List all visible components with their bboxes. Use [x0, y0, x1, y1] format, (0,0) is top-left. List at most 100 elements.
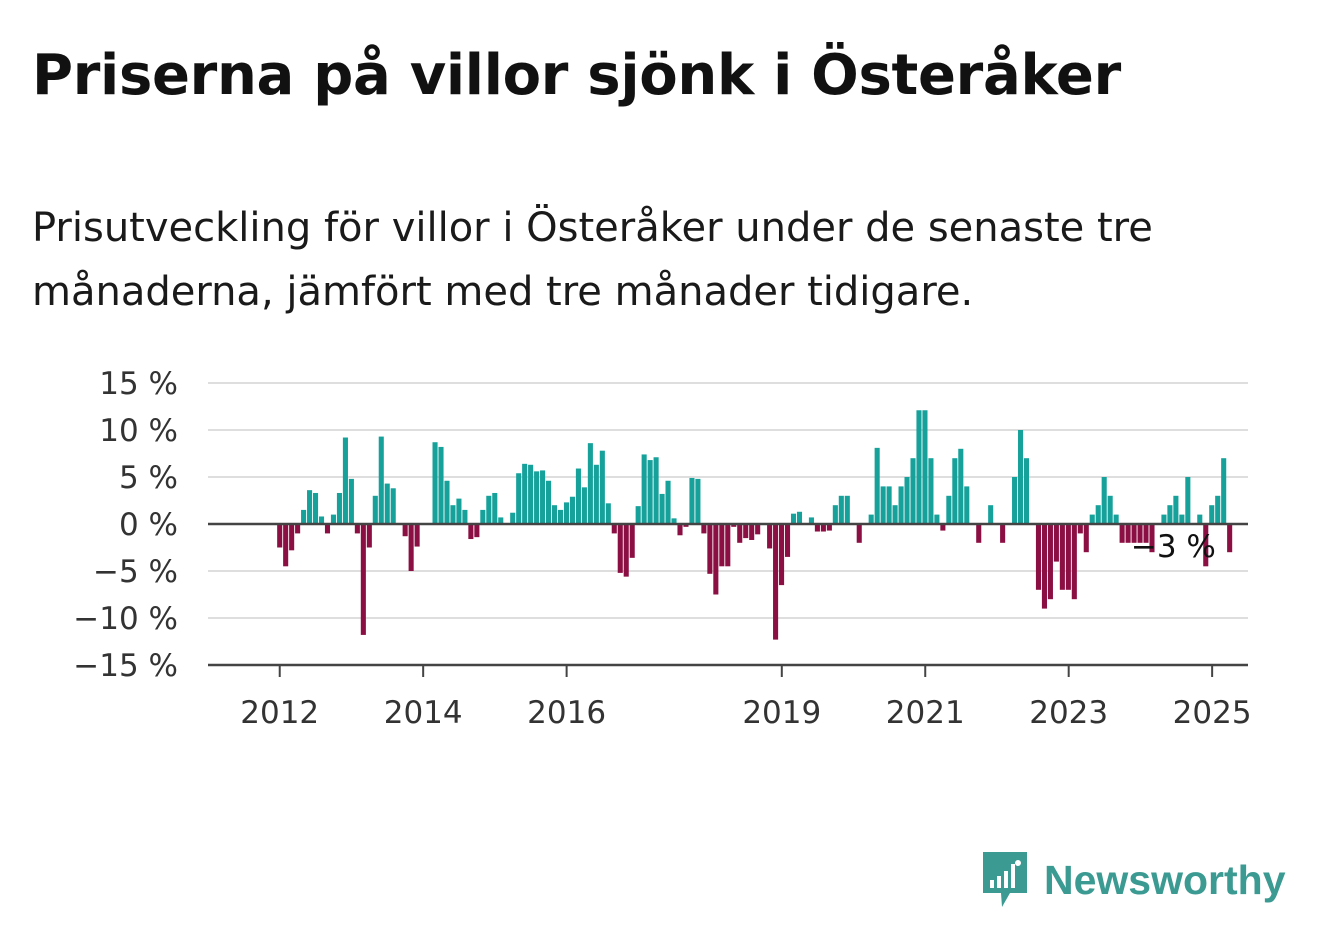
bar — [313, 492, 319, 524]
y-tick-label: 15 % — [99, 366, 178, 402]
bar — [725, 524, 731, 567]
bar — [868, 514, 874, 524]
bar — [952, 458, 958, 524]
bar — [856, 524, 862, 543]
bar — [1047, 524, 1053, 600]
bar-series — [277, 410, 1233, 640]
bar — [874, 447, 880, 524]
chart-title: Priserna på villor sjönk i Österåker — [32, 43, 1121, 108]
x-tick-label: 2014 — [384, 695, 463, 730]
x-tick-label: 2021 — [886, 695, 965, 730]
bar — [629, 524, 635, 558]
bar — [1179, 514, 1185, 524]
bar — [1203, 524, 1209, 567]
bar — [348, 478, 354, 524]
bar — [1119, 524, 1125, 543]
bar — [1059, 524, 1065, 590]
bar — [593, 464, 599, 524]
bar — [324, 524, 331, 534]
bar — [790, 513, 797, 524]
bar — [546, 480, 552, 524]
bar — [820, 524, 826, 532]
bar — [1185, 477, 1191, 524]
bar — [892, 505, 898, 524]
bar — [1143, 524, 1149, 543]
y-tick-label: −15 % — [73, 648, 178, 684]
newsworthy-logo: Newsworthy — [980, 850, 1286, 910]
bar — [516, 473, 522, 524]
bar — [838, 495, 844, 524]
bar — [342, 437, 348, 524]
bar — [1227, 524, 1233, 553]
bar — [557, 509, 564, 524]
bar — [946, 495, 952, 524]
bar — [563, 502, 570, 524]
bar — [360, 524, 366, 635]
bar — [1221, 458, 1227, 524]
y-axis-ticks: 15 % 10 % 5 % 0 % −5 % −10 % −15 % — [73, 366, 178, 684]
bar — [1113, 514, 1119, 524]
bar — [832, 505, 838, 524]
bar — [528, 464, 534, 524]
bar — [390, 488, 396, 524]
bar — [707, 524, 713, 574]
bar — [384, 483, 390, 524]
bar — [1137, 524, 1143, 543]
bar — [330, 514, 337, 524]
bar — [773, 524, 779, 640]
bar — [1018, 430, 1024, 524]
y-tick-label: −10 % — [73, 601, 178, 637]
bar — [755, 524, 761, 535]
bar — [988, 505, 994, 524]
bar — [653, 457, 659, 524]
bar — [964, 486, 970, 524]
bar — [659, 493, 665, 524]
bar — [462, 509, 468, 524]
bar — [599, 450, 605, 524]
bar — [456, 498, 462, 524]
bar — [1149, 524, 1155, 553]
bar — [928, 458, 934, 524]
bar — [366, 524, 372, 548]
bar — [743, 524, 749, 539]
bar — [301, 509, 307, 524]
bar — [575, 468, 581, 524]
bar — [468, 524, 474, 540]
bar — [665, 480, 671, 524]
bar — [689, 477, 695, 524]
bar — [767, 524, 773, 549]
x-tick-label: 2019 — [742, 695, 821, 730]
bar — [940, 524, 946, 531]
bar — [719, 524, 725, 567]
bar — [1071, 524, 1077, 600]
bar — [1215, 495, 1221, 524]
x-tick-label: 2016 — [527, 695, 606, 730]
bar — [372, 495, 378, 524]
bar — [1095, 505, 1101, 524]
y-tick-label: −5 % — [93, 554, 178, 590]
bar — [438, 446, 444, 524]
bar — [701, 524, 707, 534]
bar-chart: 15 %10 %5 %0 %−5 %−10 %−15 % 2012 2014 201… — [73, 366, 1252, 730]
x-axis-ticks: 2012 2014 2016 2019 2021 2023 2025 — [240, 665, 1252, 730]
bar — [318, 516, 325, 524]
bar — [1101, 477, 1107, 524]
chart-subtitle: Prisutveckling för villor i Österåker un… — [32, 205, 1153, 315]
bar — [1083, 524, 1089, 553]
bar — [1161, 514, 1167, 524]
x-tick-label: 2012 — [240, 695, 319, 730]
bar — [1000, 524, 1006, 543]
bar — [785, 524, 791, 557]
bar — [677, 524, 683, 536]
bar — [480, 509, 486, 524]
bar — [731, 524, 737, 527]
bar — [444, 480, 450, 524]
bar — [910, 458, 916, 524]
x-tick-label: 2023 — [1029, 695, 1108, 730]
bar — [277, 524, 283, 548]
bar — [551, 505, 558, 524]
bar — [958, 448, 964, 524]
bar — [1209, 505, 1215, 524]
bar — [880, 486, 886, 524]
bar — [671, 518, 677, 524]
